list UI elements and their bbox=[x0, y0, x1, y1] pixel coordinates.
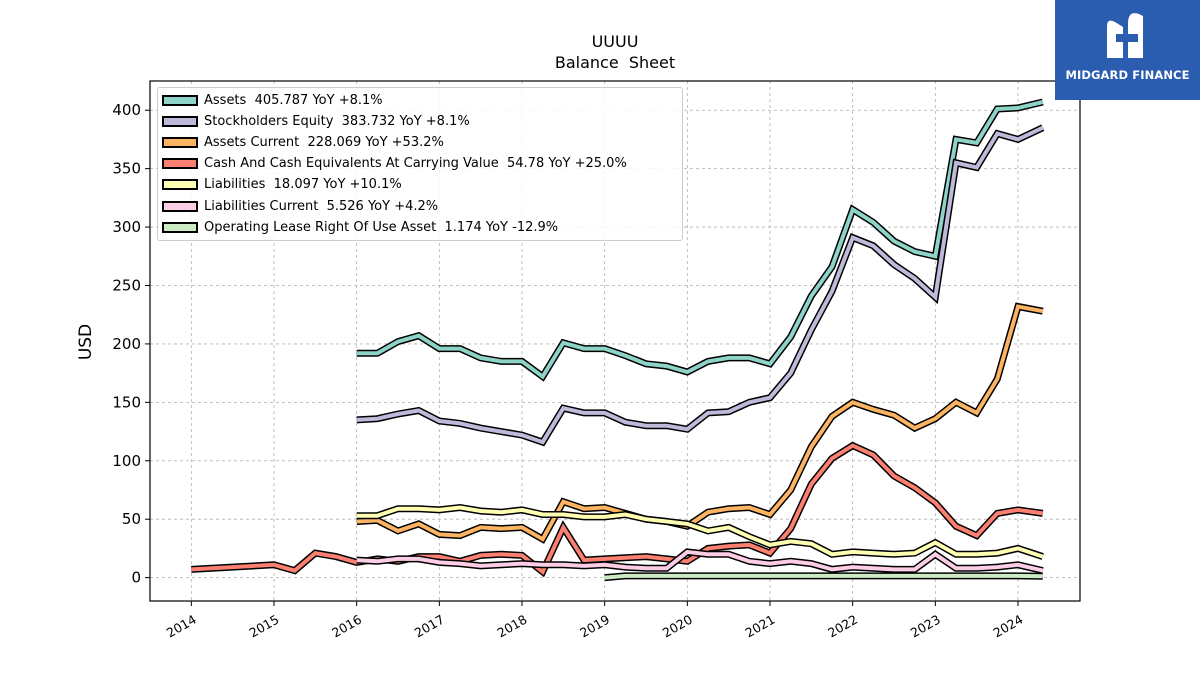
x-tick-label: 2017 bbox=[412, 612, 447, 641]
y-tick-label: 400 bbox=[112, 101, 141, 119]
x-tick-label: 2020 bbox=[660, 612, 695, 641]
series-line-2 bbox=[356, 302, 1044, 544]
y-tick-label: 100 bbox=[112, 452, 141, 470]
x-tick-label: 2016 bbox=[329, 612, 364, 641]
series-line-1 bbox=[356, 124, 1045, 447]
x-tick-label: 2021 bbox=[742, 612, 777, 641]
y-tick-label: 150 bbox=[112, 393, 141, 411]
plot-area-frame bbox=[149, 80, 1081, 602]
legend-swatch bbox=[162, 115, 198, 127]
y-tick-label: 50 bbox=[122, 510, 141, 528]
legend-item: Cash And Cash Equivalents At Carrying Va… bbox=[162, 155, 627, 173]
legend-label: Assets 405.787 YoY +8.1% bbox=[204, 92, 383, 108]
legend-swatch bbox=[162, 179, 198, 191]
legend-swatch bbox=[162, 94, 198, 106]
series-line-0 bbox=[356, 98, 1044, 382]
legend-item: Assets 405.787 YoY +8.1% bbox=[162, 91, 383, 109]
series-lines bbox=[191, 98, 1045, 582]
y-tick-label: 250 bbox=[112, 276, 141, 294]
series-line-4 bbox=[356, 503, 1044, 560]
y-axis-label: USD bbox=[76, 324, 96, 360]
series-stroke bbox=[356, 125, 1044, 445]
legend-label: Cash And Cash Equivalents At Carrying Va… bbox=[204, 156, 627, 172]
x-tick-label: 2018 bbox=[494, 612, 529, 641]
x-tick-label: 2022 bbox=[825, 612, 860, 641]
midgard-finance-logo: MIDGARD FINANCE bbox=[1055, 0, 1200, 100]
legend-label: Assets Current 228.069 YoY +53.2% bbox=[204, 134, 444, 150]
brand-name: MIDGARD FINANCE bbox=[1065, 68, 1190, 82]
y-tick-label: 200 bbox=[112, 335, 141, 353]
series-stroke bbox=[356, 100, 1044, 380]
midgard-m-logo-icon bbox=[1107, 13, 1143, 59]
legend-item: Liabilities 18.097 YoY +10.1% bbox=[162, 176, 402, 194]
legend-swatch bbox=[162, 200, 198, 212]
x-tick-label: 2023 bbox=[908, 612, 943, 641]
legend-swatch bbox=[162, 158, 198, 170]
legend-swatch bbox=[162, 221, 198, 233]
series-stroke bbox=[356, 505, 1044, 559]
series-line-6 bbox=[604, 572, 1043, 582]
y-tick-label: 0 bbox=[131, 569, 141, 587]
series-stroke bbox=[356, 304, 1044, 542]
chart-title: UUUU bbox=[592, 32, 639, 51]
legend-label: Stockholders Equity 383.732 YoY +8.1% bbox=[204, 113, 470, 129]
legend-item: Liabilities Current 5.526 YoY +4.2% bbox=[162, 197, 438, 215]
chart-subtitle: Balance Sheet bbox=[555, 53, 675, 72]
legend-label: Liabilities 18.097 YoY +10.1% bbox=[204, 177, 402, 193]
legend-swatch bbox=[162, 136, 198, 148]
x-tick-label: 2014 bbox=[164, 612, 199, 641]
legend-label: Liabilities Current 5.526 YoY +4.2% bbox=[204, 198, 439, 214]
y-tick-label: 300 bbox=[112, 218, 141, 236]
y-tick-label: 350 bbox=[112, 160, 141, 178]
x-tick-label: 2015 bbox=[246, 612, 281, 641]
series-stroke bbox=[604, 573, 1043, 580]
series-line-5 bbox=[356, 548, 1044, 575]
legend-item: Stockholders Equity 383.732 YoY +8.1% bbox=[162, 112, 470, 130]
chart-legend: Assets 405.787 YoY +8.1% Stockholders Equ… bbox=[157, 87, 683, 241]
legend-label: Operating Lease Right Of Use Asset 1.174… bbox=[204, 219, 559, 235]
series-stroke bbox=[356, 549, 1044, 573]
legend-item: Assets Current 228.069 YoY +53.2% bbox=[162, 133, 444, 151]
x-tick-label: 2024 bbox=[990, 612, 1025, 641]
legend-item: Operating Lease Right Of Use Asset 1.174… bbox=[162, 218, 558, 236]
x-tick-label: 2019 bbox=[577, 612, 612, 641]
